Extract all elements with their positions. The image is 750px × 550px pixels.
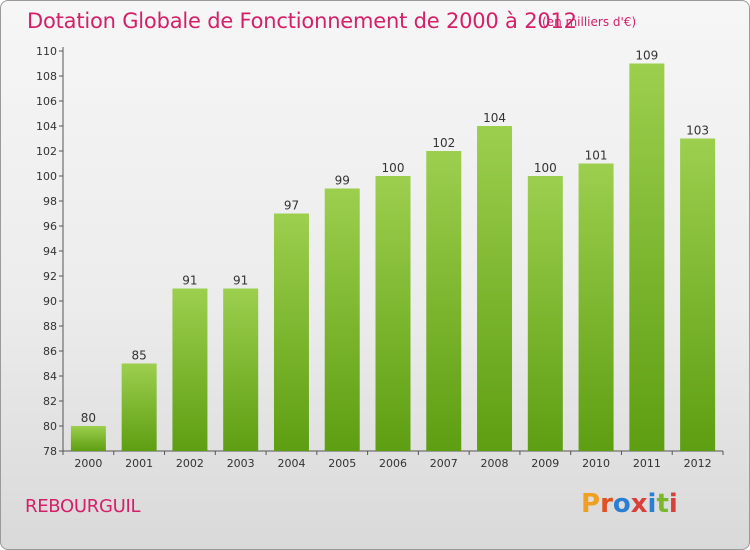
x-tick-label-2012: 2012 [684, 457, 712, 470]
bar-2000 [70, 426, 106, 451]
x-tick-label-2005: 2005 [328, 457, 356, 470]
bar-2008 [477, 126, 513, 451]
logo-letter: o [612, 489, 631, 519]
bar-2005 [324, 188, 360, 451]
x-tick-label-2003: 2003 [227, 457, 255, 470]
data-label-2001: 85 [132, 349, 147, 363]
bar-2007 [426, 151, 462, 451]
y-tick-label: 100 [36, 170, 57, 183]
bar-2011 [629, 63, 665, 451]
data-label-2005: 99 [335, 174, 350, 188]
logo-letter: i [668, 489, 678, 519]
y-tick-label: 94 [43, 245, 57, 258]
data-label-2002: 91 [182, 274, 197, 288]
y-tick-label: 90 [43, 295, 57, 308]
bar-2009 [527, 176, 563, 451]
data-label-2006: 100 [382, 161, 405, 175]
x-tick-label-2002: 2002 [176, 457, 204, 470]
y-tick-label: 86 [43, 345, 57, 358]
x-tick-label-2004: 2004 [277, 457, 305, 470]
logo-letter: t [656, 489, 669, 519]
y-tick-label: 88 [43, 320, 57, 333]
proxiti-logo[interactable]: Proxiti [581, 489, 678, 519]
logo-letter: x [630, 489, 648, 519]
y-tick-label: 82 [43, 395, 57, 408]
bar-2003 [223, 288, 259, 451]
bar-2012 [680, 138, 716, 451]
y-tick-label: 96 [43, 220, 57, 233]
y-tick-label: 108 [36, 70, 57, 83]
y-tick-label: 98 [43, 195, 57, 208]
y-tick-label: 78 [43, 445, 57, 458]
x-tick-label-2009: 2009 [531, 457, 559, 470]
bar-2002 [172, 288, 208, 451]
data-label-2000: 80 [81, 411, 96, 425]
x-tick-label-2007: 2007 [430, 457, 458, 470]
data-label-2012: 103 [686, 124, 709, 138]
data-label-2003: 91 [233, 274, 248, 288]
logo-letter: i [647, 489, 657, 519]
bar-2010 [578, 163, 614, 451]
y-tick-label: 102 [36, 145, 57, 158]
x-tick-label-2011: 2011 [633, 457, 661, 470]
y-tick-label: 80 [43, 420, 57, 433]
logo-letter: r [600, 489, 613, 519]
data-label-2007: 102 [432, 136, 455, 150]
x-tick-label-2008: 2008 [481, 457, 509, 470]
y-tick-label: 110 [36, 45, 57, 58]
chart-unit: (en milliers d'€) [542, 15, 637, 29]
y-tick-label: 84 [43, 370, 57, 383]
bar-2001 [121, 363, 157, 451]
bar-2006 [375, 176, 411, 451]
data-label-2011: 109 [635, 49, 658, 63]
commune-name: REBOURGUIL [25, 496, 141, 517]
x-tick-label-2006: 2006 [379, 457, 407, 470]
data-label-2010: 101 [585, 149, 608, 163]
data-label-2004: 97 [284, 199, 299, 213]
x-tick-label-2010: 2010 [582, 457, 610, 470]
data-label-2009: 100 [534, 161, 557, 175]
data-label-2008: 104 [483, 111, 506, 125]
bar-2004 [273, 213, 309, 451]
y-tick-label: 104 [36, 120, 57, 133]
y-tick-label: 92 [43, 270, 57, 283]
x-tick-label-2000: 2000 [74, 457, 102, 470]
x-tick-label-2001: 2001 [125, 457, 153, 470]
y-tick-label: 106 [36, 95, 57, 108]
chart-title: Dotation Globale de Fonctionnement de 20… [27, 9, 577, 33]
logo-letter: P [581, 489, 601, 519]
